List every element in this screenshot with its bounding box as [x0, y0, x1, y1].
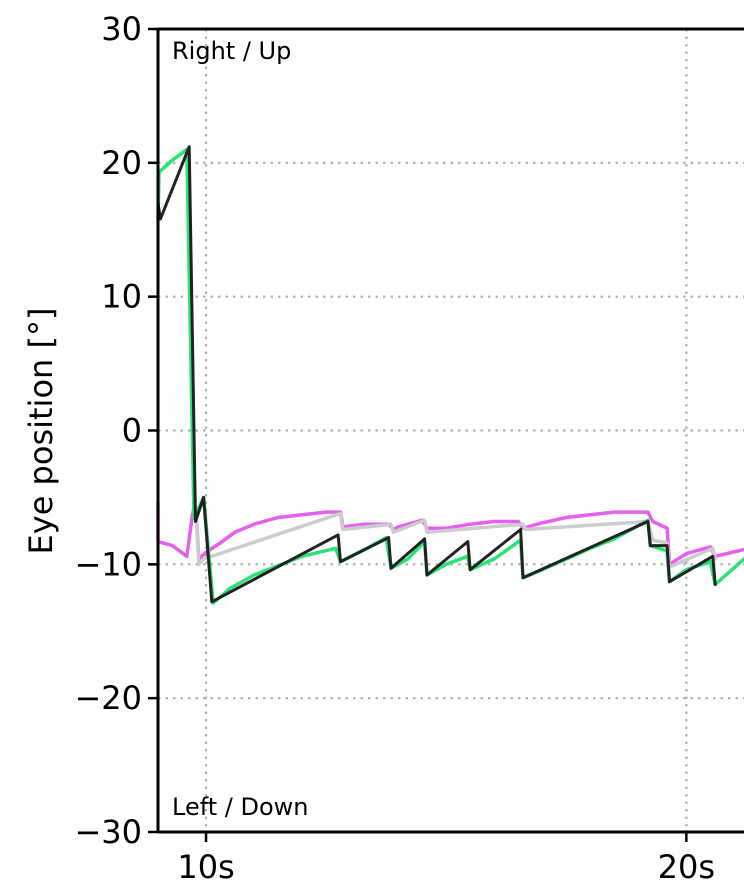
y-tick-label: −20: [74, 679, 142, 717]
grid-lines: [158, 29, 744, 832]
y-tick-label: −30: [74, 813, 142, 851]
series-lines: [156, 145, 744, 605]
series-line-3: [156, 147, 744, 605]
axis-ticks: 30 20 10 0 −10 −20 −30 10s 20s: [74, 10, 715, 882]
y-tick-label: 20: [101, 144, 142, 182]
y-tick-label: 10: [101, 278, 142, 316]
annotation-right-up: Right / Up: [172, 37, 291, 65]
y-tick-label: −10: [74, 545, 142, 583]
y-tick-label: 30: [101, 10, 142, 48]
y-tick-label: 0: [122, 412, 142, 450]
series-line-4: [156, 145, 717, 604]
annotation-left-down: Left / Down: [172, 793, 309, 821]
series-line-1: [156, 501, 744, 567]
x-tick-label: 20s: [658, 848, 715, 882]
y-axis-label: Eye position [°]: [22, 308, 60, 555]
x-tick-label: 10s: [177, 848, 234, 882]
